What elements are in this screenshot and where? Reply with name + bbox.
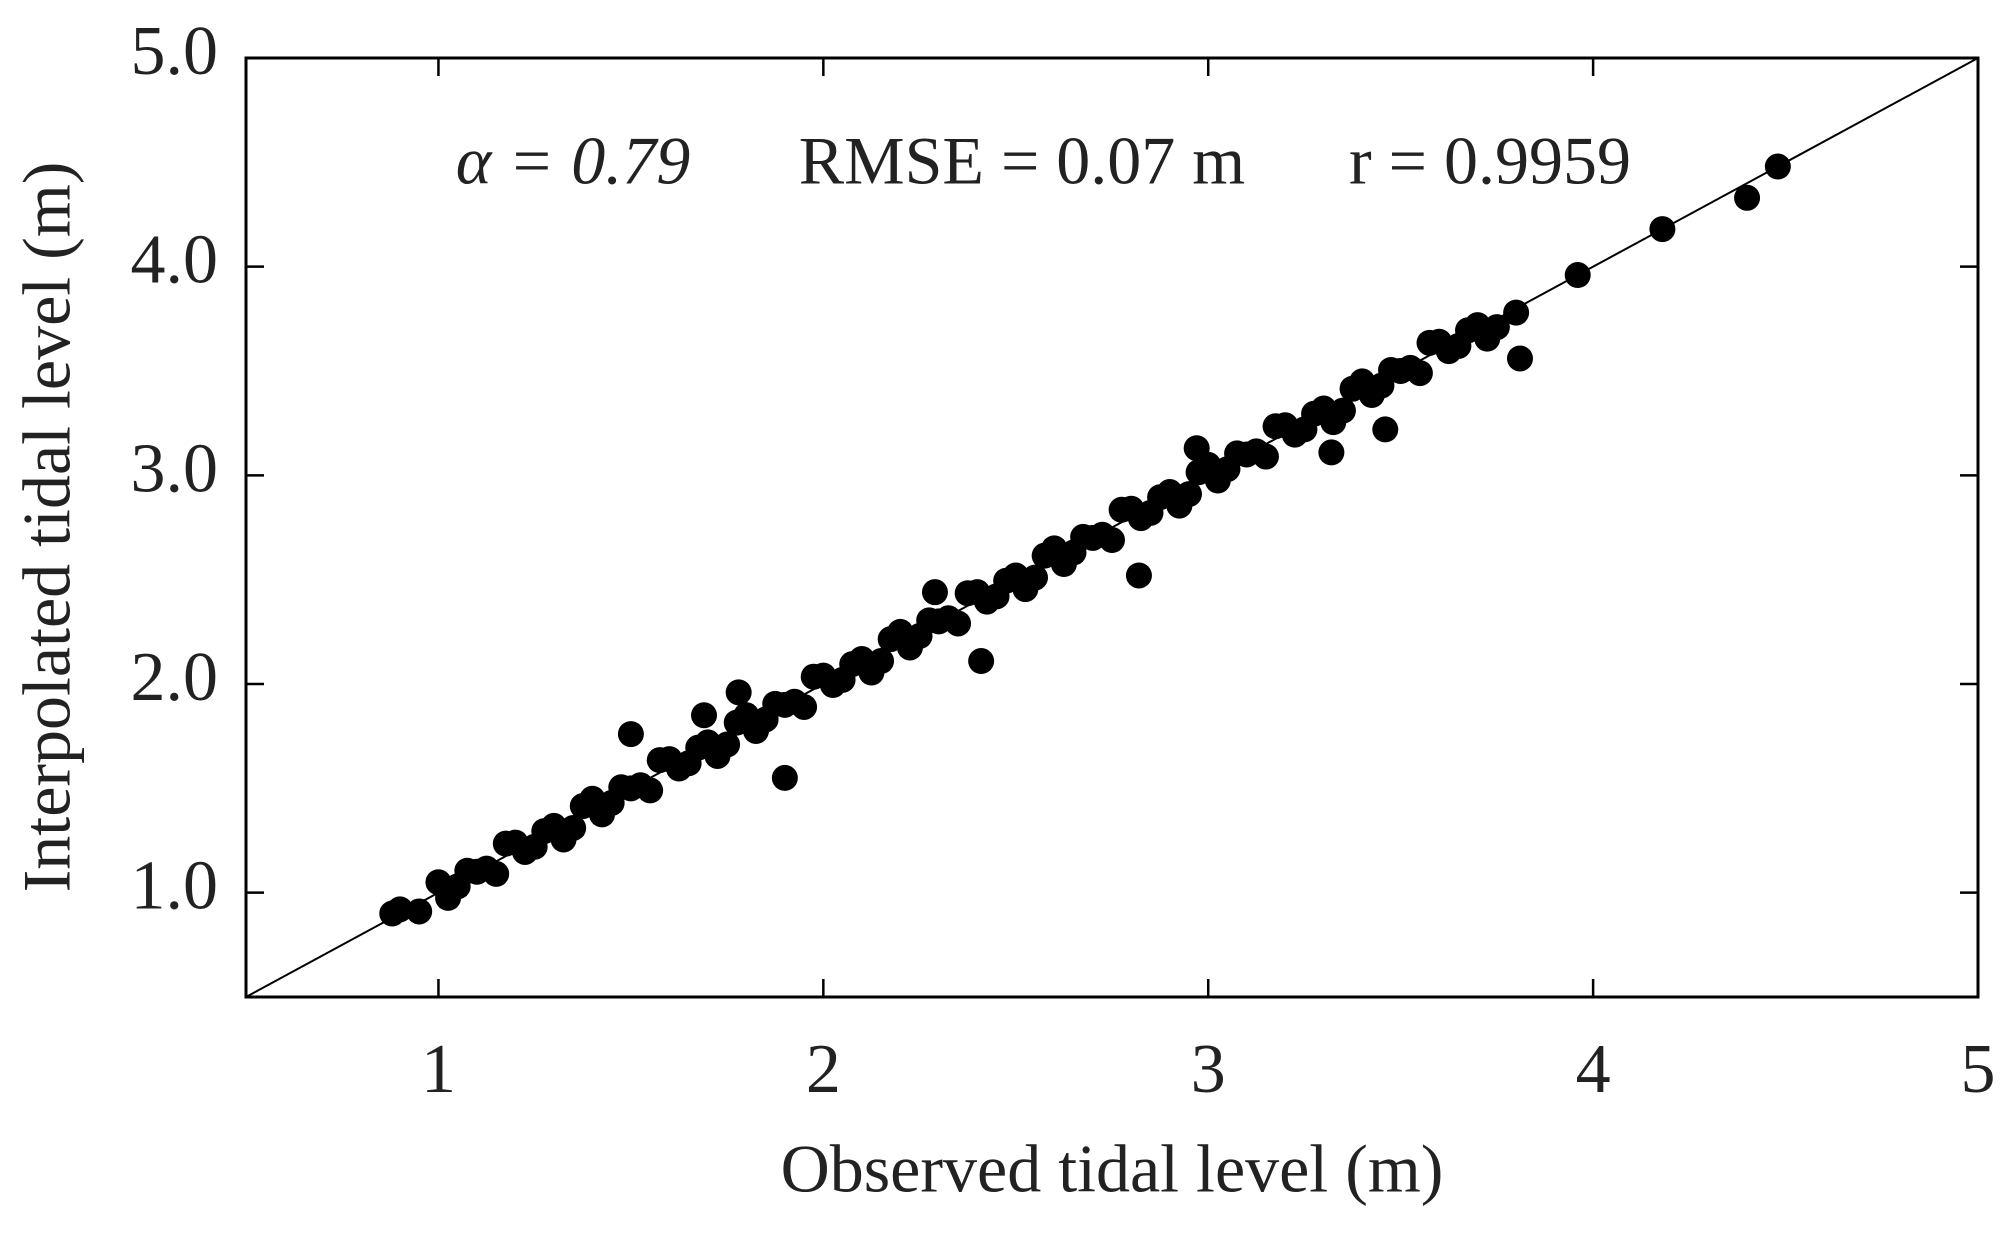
point — [617, 721, 644, 748]
point — [550, 826, 577, 853]
point — [1224, 440, 1251, 467]
x-axis-title: Observed tidal level (m) — [781, 1131, 1444, 1207]
point — [896, 634, 923, 661]
point — [1397, 354, 1424, 381]
point — [742, 717, 769, 744]
point — [1372, 416, 1399, 443]
point — [512, 838, 539, 865]
point — [608, 774, 635, 801]
annotation: RMSE = 0.07 m — [799, 123, 1245, 199]
point — [1125, 562, 1152, 589]
point — [1649, 216, 1676, 243]
point — [379, 900, 406, 927]
point — [1050, 551, 1077, 578]
point — [589, 801, 616, 828]
point — [666, 755, 692, 782]
point — [1183, 435, 1210, 462]
point — [435, 884, 462, 911]
point — [1435, 338, 1462, 365]
point — [1506, 345, 1533, 372]
point — [973, 588, 1000, 615]
point — [1358, 381, 1385, 408]
point — [968, 648, 995, 675]
point — [1243, 438, 1270, 465]
y-tick-label: 1.0 — [131, 848, 219, 925]
point — [771, 764, 798, 791]
x-tick-label: 4 — [1576, 1031, 1611, 1108]
point — [1127, 505, 1154, 532]
point — [1320, 409, 1347, 436]
y-tick-label: 4.0 — [131, 222, 219, 299]
plot-frame — [244, 56, 1980, 999]
point — [473, 855, 500, 882]
point — [935, 605, 962, 632]
y-axis-title: Interpolated tidal level (m) — [9, 162, 85, 893]
x-tick-label: 3 — [1191, 1031, 1226, 1108]
point — [406, 898, 433, 925]
point — [627, 772, 654, 799]
point — [704, 742, 731, 769]
point — [1012, 576, 1039, 603]
point — [858, 659, 885, 686]
point — [1474, 325, 1501, 352]
point — [762, 690, 789, 717]
y-tick-label: 3.0 — [131, 430, 219, 507]
point — [1764, 153, 1791, 180]
point — [1204, 467, 1231, 494]
point — [1503, 299, 1530, 326]
point — [781, 688, 808, 715]
point — [1564, 262, 1591, 289]
point — [454, 857, 481, 884]
point — [1734, 184, 1761, 211]
point — [819, 672, 846, 699]
point — [1166, 492, 1193, 519]
point — [921, 579, 948, 606]
y-tick-label: 2.0 — [131, 639, 219, 716]
point — [725, 679, 752, 706]
point — [1070, 523, 1097, 550]
point — [916, 607, 943, 634]
point — [1089, 521, 1116, 548]
x-tick-label: 5 — [1961, 1031, 1996, 1108]
point — [1378, 356, 1405, 383]
annotation: r = 0.9959 — [1349, 123, 1631, 199]
point — [1318, 439, 1345, 466]
y-tick-label: 5.0 — [131, 13, 219, 90]
x-tick-label: 2 — [806, 1031, 841, 1108]
x-tick-label: 1 — [421, 1031, 456, 1108]
point — [1281, 421, 1308, 448]
point — [691, 702, 718, 729]
annotation: α = 0.79 — [456, 123, 691, 199]
